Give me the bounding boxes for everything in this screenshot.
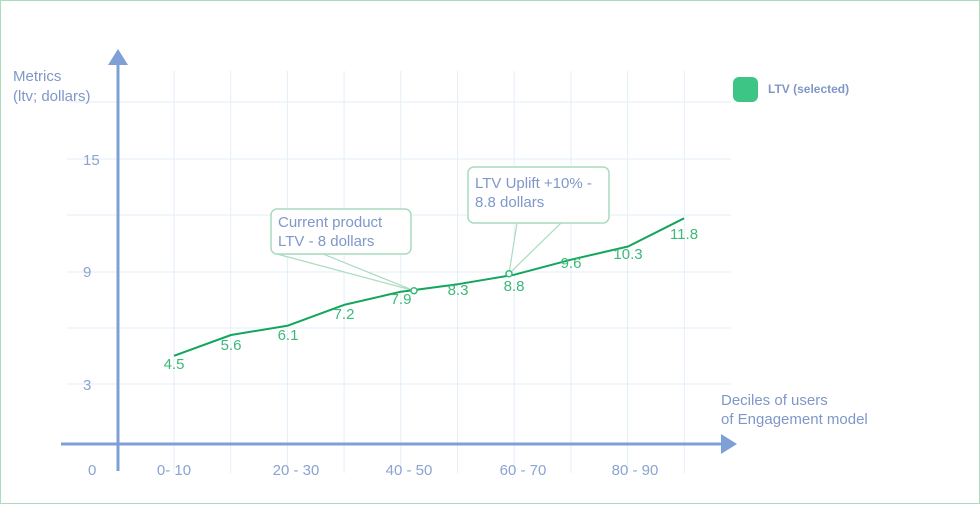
annotation-current-product: Current product LTV - 8 dollars bbox=[270, 208, 412, 255]
grid bbox=[67, 71, 731, 473]
annotation-line-2: LTV - 8 dollars bbox=[278, 233, 374, 250]
annotation-line-1: LTV Uplift +10% - bbox=[475, 175, 592, 192]
series-line-ltv bbox=[173, 217, 685, 357]
data-label: 10.3 bbox=[613, 246, 642, 263]
data-label: 7.2 bbox=[334, 306, 355, 323]
annotation-ltv-uplift: LTV Uplift +10% - 8.8 dollars bbox=[467, 166, 610, 224]
x-tick-label-40-50: 40 - 50 bbox=[386, 462, 433, 479]
data-label: 8.3 bbox=[448, 282, 469, 299]
y-tick-label-9: 9 bbox=[83, 264, 91, 281]
y-axis-title-line-1: Metrics bbox=[13, 68, 61, 85]
x-axis-arrow-icon bbox=[721, 434, 737, 454]
x-tick-label-0-10: 0- 10 bbox=[157, 462, 191, 479]
data-label: 4.5 bbox=[164, 356, 185, 373]
legend-label: LTV (selected) bbox=[768, 82, 849, 96]
annotation-line-1: Current product bbox=[278, 214, 383, 231]
x-tick-label-80-90: 80 - 90 bbox=[612, 462, 659, 479]
series-points bbox=[410, 270, 513, 295]
x-tick-label-60-70: 60 - 70 bbox=[500, 462, 547, 479]
data-label: 9.6 bbox=[561, 255, 582, 272]
x-axis-title-line-1: Deciles of users bbox=[721, 392, 828, 409]
y-tick-label-15: 15 bbox=[83, 152, 100, 169]
legend[interactable]: LTV (selected) bbox=[733, 77, 849, 102]
annotation-pointer bbox=[508, 222, 563, 276]
data-label: 8.8 bbox=[504, 278, 525, 295]
data-label: 5.6 bbox=[221, 337, 242, 354]
legend-swatch bbox=[733, 77, 758, 102]
y-tick-label-3: 3 bbox=[83, 377, 91, 394]
data-label: 7.9 bbox=[391, 291, 412, 308]
annotation-line-2: 8.8 dollars bbox=[475, 194, 544, 211]
data-label: 11.8 bbox=[670, 226, 698, 243]
x-tick-label-20-30: 20 - 30 bbox=[273, 462, 320, 479]
y-axis-title-line-2: (ltv; dollars) bbox=[13, 88, 91, 105]
data-label: 6.1 bbox=[278, 327, 299, 344]
y-axis-arrow-icon bbox=[108, 49, 128, 65]
annotated-point-marker[interactable] bbox=[505, 270, 513, 278]
annotated-point-marker[interactable] bbox=[410, 286, 418, 295]
origin-label: 0 bbox=[88, 462, 96, 479]
x-axis-title-line-2: of Engagement model bbox=[721, 411, 868, 428]
annotation-box bbox=[270, 208, 412, 255]
data-labels: 4.5 5.6 6.1 7.2 7.9 8.3 8.8 9.6 10.3 11.8 bbox=[164, 226, 698, 373]
annotation-box bbox=[467, 166, 610, 224]
